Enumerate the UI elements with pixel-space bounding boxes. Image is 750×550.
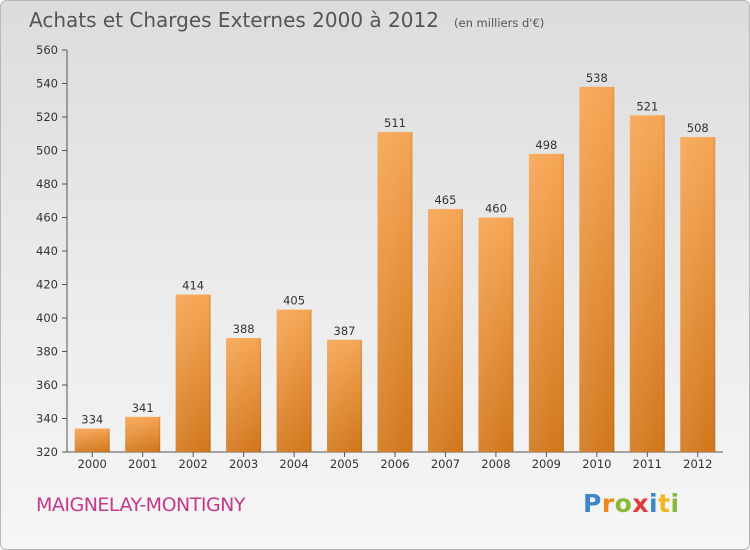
axes: 320 340 360 380 400 420 440 460 480 500 520 540 560 bbox=[36, 43, 723, 459]
y-tick-label: 400 bbox=[36, 311, 58, 325]
y-tick-label: 460 bbox=[36, 211, 58, 225]
logo-letter: r bbox=[601, 489, 615, 518]
x-tick-label: 2012 bbox=[683, 457, 712, 471]
x-tick-label: 2004 bbox=[279, 457, 308, 471]
y-tick-label: 500 bbox=[36, 144, 58, 158]
logo-letter: i bbox=[649, 489, 659, 518]
x-tick-label: 2005 bbox=[330, 457, 359, 471]
bars: 334 2000 341 2001 414 2002 388 2003 405 2004 387 20… bbox=[74, 71, 716, 471]
bar-shade bbox=[528, 153, 564, 452]
bar-value-label: 521 bbox=[636, 99, 658, 113]
logo-letter: P bbox=[583, 489, 602, 518]
logo-letter: o bbox=[614, 489, 633, 518]
bar-shade bbox=[74, 428, 110, 452]
y-tick-label: 540 bbox=[36, 77, 58, 91]
bar-shade bbox=[125, 416, 161, 452]
bar-value-label: 341 bbox=[132, 401, 154, 415]
bar-value-label: 508 bbox=[687, 121, 709, 135]
x-tick-label: 2006 bbox=[380, 457, 409, 471]
y-tick-label: 380 bbox=[36, 345, 58, 359]
x-tick-label: 2008 bbox=[481, 457, 510, 471]
logo-letter: x bbox=[632, 489, 649, 518]
x-tick-label: 2002 bbox=[179, 457, 208, 471]
y-tick-label: 560 bbox=[36, 43, 58, 57]
y-tick-label: 360 bbox=[36, 378, 58, 392]
bar-shade bbox=[680, 137, 716, 452]
bar-shade bbox=[579, 86, 615, 452]
x-tick-label: 2003 bbox=[229, 457, 258, 471]
y-tick-label: 340 bbox=[36, 412, 58, 426]
y-tick-label: 480 bbox=[36, 177, 58, 191]
bar-shade bbox=[276, 309, 312, 452]
logo-letter: t bbox=[658, 489, 671, 518]
bar-value-label: 538 bbox=[586, 71, 608, 85]
x-tick-label: 2001 bbox=[128, 457, 157, 471]
bar-value-label: 405 bbox=[283, 294, 305, 308]
x-tick-label: 2011 bbox=[633, 457, 662, 471]
bar-value-label: 388 bbox=[233, 322, 255, 336]
chart-title: Achats et Charges Externes 2000 à 2012 (… bbox=[29, 8, 544, 32]
y-tick-label: 320 bbox=[36, 445, 58, 459]
y-tick-label: 420 bbox=[36, 278, 58, 292]
x-tick-label: 2010 bbox=[582, 457, 611, 471]
place-name: MAIGNELAY-MONTIGNY bbox=[36, 494, 246, 516]
x-tick-label: 2009 bbox=[532, 457, 561, 471]
bar-value-label: 334 bbox=[81, 413, 103, 427]
bar-value-label: 387 bbox=[334, 324, 356, 338]
bar-value-label: 511 bbox=[384, 116, 406, 130]
bar-shade bbox=[226, 338, 262, 452]
proxiti-logo: Proxiti bbox=[583, 489, 680, 518]
bar-shade bbox=[427, 209, 463, 452]
bar-value-label: 465 bbox=[434, 193, 456, 207]
bar-shade bbox=[478, 217, 514, 452]
bar-shade bbox=[629, 115, 665, 452]
bar-shade bbox=[327, 339, 363, 452]
bar-shade bbox=[377, 132, 413, 452]
logo-letter: i bbox=[670, 489, 680, 518]
y-tick-label: 520 bbox=[36, 110, 58, 124]
y-tick-label: 440 bbox=[36, 244, 58, 258]
x-tick-label: 2007 bbox=[431, 457, 460, 471]
bar-value-label: 460 bbox=[485, 202, 507, 216]
x-tick-label: 2000 bbox=[78, 457, 107, 471]
bar-value-label: 414 bbox=[182, 279, 204, 293]
bar-value-label: 498 bbox=[535, 138, 557, 152]
bar-shade bbox=[175, 294, 211, 452]
